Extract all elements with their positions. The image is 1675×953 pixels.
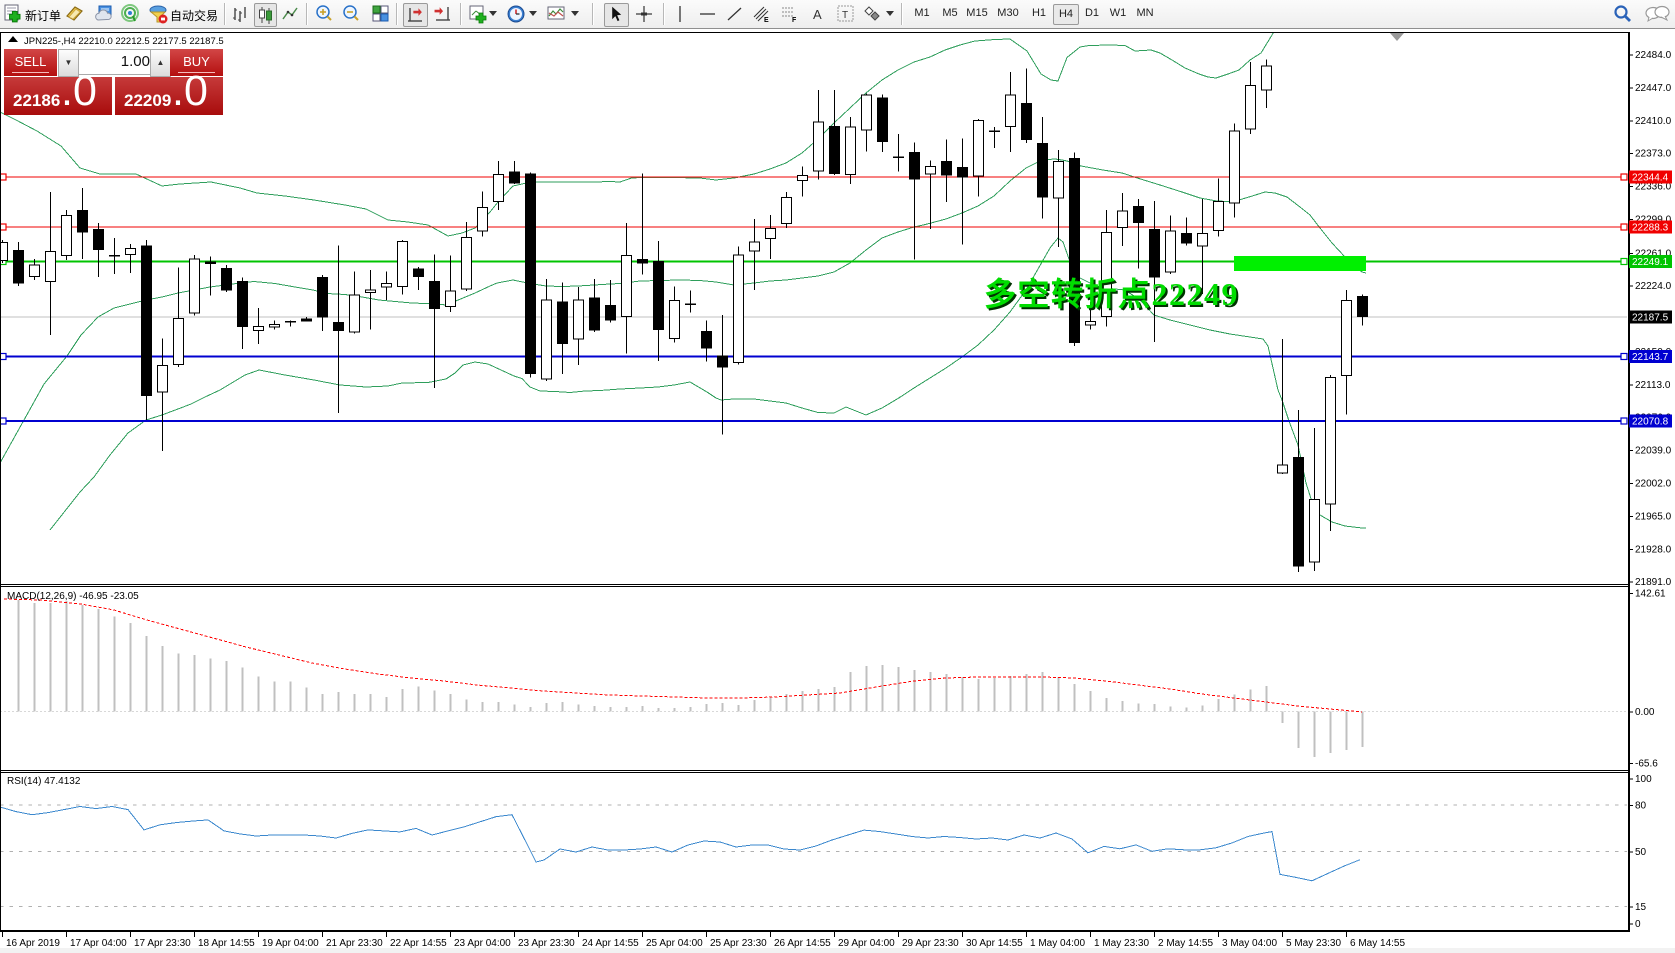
- svg-text:15: 15: [1635, 902, 1647, 913]
- svg-text:22 Apr 14:55: 22 Apr 14:55: [390, 938, 447, 949]
- svg-text:E: E: [764, 17, 769, 24]
- svg-text:22373.0: 22373.0: [1635, 149, 1672, 160]
- svg-text:21 Apr 23:30: 21 Apr 23:30: [326, 938, 383, 949]
- svg-text:18 Apr 14:55: 18 Apr 14:55: [198, 938, 255, 949]
- svg-text:MACD(12,26,9) -46.95 -23.05: MACD(12,26,9) -46.95 -23.05: [7, 591, 139, 602]
- svg-text:22143.7: 22143.7: [1632, 352, 1669, 363]
- svg-text:22261.0: 22261.0: [1635, 248, 1672, 259]
- svg-text:25 Apr 23:30: 25 Apr 23:30: [710, 938, 767, 949]
- svg-text:22187.5: 22187.5: [1632, 313, 1669, 324]
- svg-text:22224.0: 22224.0: [1635, 281, 1672, 292]
- svg-text:21965.0: 21965.0: [1635, 511, 1672, 522]
- svg-text:22288.3: 22288.3: [1632, 223, 1669, 234]
- svg-text:50: 50: [1635, 847, 1647, 858]
- svg-text:0.00: 0.00: [1635, 707, 1655, 718]
- svg-text:T: T: [842, 10, 848, 21]
- svg-text:22039.0: 22039.0: [1635, 446, 1672, 457]
- svg-text:22484.0: 22484.0: [1635, 50, 1672, 61]
- svg-text:17 Apr 23:30: 17 Apr 23:30: [134, 938, 191, 949]
- svg-text:24 Apr 14:55: 24 Apr 14:55: [582, 938, 639, 949]
- svg-text:3 May 04:00: 3 May 04:00: [1222, 938, 1277, 949]
- svg-text:23 Apr 04:00: 23 Apr 04:00: [454, 938, 511, 949]
- svg-text:80: 80: [1635, 801, 1647, 812]
- svg-text:A: A: [813, 7, 822, 22]
- svg-text:1 May 04:00: 1 May 04:00: [1030, 938, 1085, 949]
- svg-text:100: 100: [1635, 774, 1652, 785]
- svg-text:-65.6: -65.6: [1635, 759, 1658, 770]
- svg-text:F: F: [792, 17, 797, 24]
- svg-text:29 Apr 23:30: 29 Apr 23:30: [902, 938, 959, 949]
- svg-text:26 Apr 14:55: 26 Apr 14:55: [774, 938, 831, 949]
- svg-text:JPN225-,H4 22210.0 22212.5 22: JPN225-,H4 22210.0 22212.5 22177.5 22187…: [24, 36, 224, 47]
- svg-text:0: 0: [1635, 919, 1641, 930]
- svg-text:22299.0: 22299.0: [1635, 215, 1672, 226]
- svg-text:22249.1: 22249.1: [1632, 257, 1669, 268]
- svg-text:5 May 23:30: 5 May 23:30: [1286, 938, 1341, 949]
- svg-text:25 Apr 04:00: 25 Apr 04:00: [646, 938, 703, 949]
- svg-text:6 May 14:55: 6 May 14:55: [1350, 938, 1405, 949]
- svg-text:19 Apr 04:00: 19 Apr 04:00: [262, 938, 319, 949]
- svg-text:16 Apr 2019: 16 Apr 2019: [6, 938, 60, 949]
- svg-text:142.61: 142.61: [1635, 589, 1666, 600]
- svg-text:22344.4: 22344.4: [1632, 173, 1669, 184]
- svg-text:17 Apr 04:00: 17 Apr 04:00: [70, 938, 127, 949]
- svg-text:30 Apr 14:55: 30 Apr 14:55: [966, 938, 1023, 949]
- svg-text:21928.0: 21928.0: [1635, 544, 1672, 555]
- svg-text:23 Apr 23:30: 23 Apr 23:30: [518, 938, 575, 949]
- svg-text:2 May 14:55: 2 May 14:55: [1158, 938, 1213, 949]
- svg-text:21891.0: 21891.0: [1635, 577, 1672, 588]
- svg-text:22070.8: 22070.8: [1632, 417, 1669, 428]
- svg-text:22113.0: 22113.0: [1635, 380, 1671, 391]
- svg-text:22336.0: 22336.0: [1635, 182, 1672, 193]
- svg-text:多空转折点22249: 多空转折点22249: [984, 276, 1239, 312]
- svg-text:RSI(14) 47.4132: RSI(14) 47.4132: [7, 776, 81, 787]
- svg-text:22410.0: 22410.0: [1635, 116, 1672, 127]
- svg-text:22002.0: 22002.0: [1635, 479, 1672, 490]
- svg-text:1 May 23:30: 1 May 23:30: [1094, 938, 1149, 949]
- svg-text:22447.0: 22447.0: [1635, 83, 1672, 94]
- svg-text:29 Apr 04:00: 29 Apr 04:00: [838, 938, 895, 949]
